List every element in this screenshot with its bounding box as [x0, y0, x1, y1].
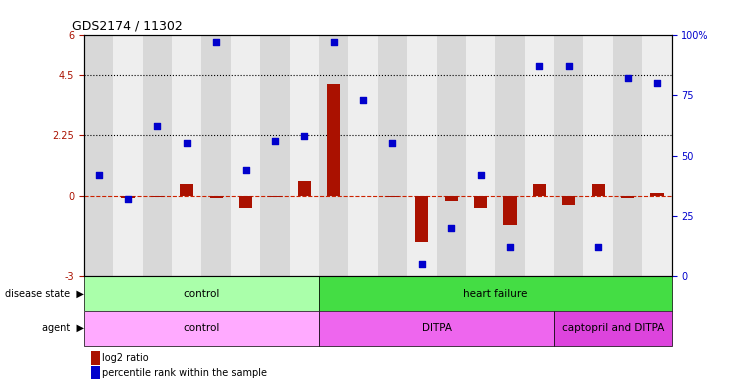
Point [93, 172, 104, 178]
Point [210, 39, 222, 45]
Bar [612, 35, 642, 276]
Point [269, 138, 281, 144]
Point [534, 63, 545, 69]
Bar [269, 196, 282, 197]
Text: percentile rank within the sample: percentile rank within the sample [102, 367, 267, 377]
Point [504, 244, 516, 250]
Bar [319, 35, 348, 276]
Bar [84, 311, 319, 346]
Text: agent  ▶: agent ▶ [42, 323, 84, 333]
Bar [642, 35, 672, 276]
Bar [151, 196, 164, 197]
Text: heart failure: heart failure [463, 289, 528, 299]
Bar [142, 35, 172, 276]
Text: control: control [183, 289, 220, 299]
Point [416, 261, 428, 267]
Bar [319, 276, 672, 311]
Bar [348, 35, 377, 276]
Bar [466, 35, 495, 276]
Bar [378, 35, 407, 276]
Bar [525, 35, 554, 276]
Text: control: control [183, 323, 220, 333]
Bar [84, 276, 319, 311]
Point [328, 39, 339, 45]
Bar [290, 35, 319, 276]
Point [445, 225, 457, 231]
Bar [554, 35, 583, 276]
Point [563, 63, 575, 69]
Text: disease state  ▶: disease state ▶ [5, 289, 84, 299]
Text: DITPA: DITPA [421, 323, 452, 333]
Bar [562, 196, 575, 205]
Text: log2 ratio: log2 ratio [102, 353, 149, 363]
Bar [415, 196, 429, 242]
Point [622, 75, 634, 81]
Bar [495, 35, 525, 276]
Bar [583, 35, 612, 276]
Bar [407, 35, 437, 276]
Bar [621, 196, 634, 198]
Bar [386, 196, 399, 197]
Point [651, 80, 663, 86]
Bar [201, 35, 231, 276]
Bar [319, 311, 554, 346]
Bar [445, 196, 458, 201]
Bar [172, 35, 201, 276]
Bar [504, 196, 517, 225]
Point [122, 196, 134, 202]
Point [299, 133, 310, 139]
Bar [239, 196, 252, 208]
Point [474, 172, 486, 178]
Bar [231, 35, 260, 276]
Bar [437, 35, 466, 276]
Point [239, 167, 251, 173]
Bar [554, 311, 672, 346]
Text: GDS2174 / 11302: GDS2174 / 11302 [72, 19, 183, 32]
Bar [121, 196, 134, 198]
Bar [327, 84, 340, 196]
Point [357, 97, 369, 103]
Bar [180, 184, 193, 196]
Bar [474, 196, 487, 208]
Bar [113, 35, 142, 276]
Bar [591, 184, 604, 196]
Point [152, 123, 164, 129]
Point [592, 244, 604, 250]
Bar [260, 35, 290, 276]
Point [181, 141, 193, 147]
Bar [84, 35, 113, 276]
Bar [298, 181, 311, 196]
Text: captopril and DITPA: captopril and DITPA [561, 323, 664, 333]
Point [387, 141, 399, 147]
Bar [210, 196, 223, 198]
Bar [533, 184, 546, 196]
Bar [650, 193, 664, 196]
